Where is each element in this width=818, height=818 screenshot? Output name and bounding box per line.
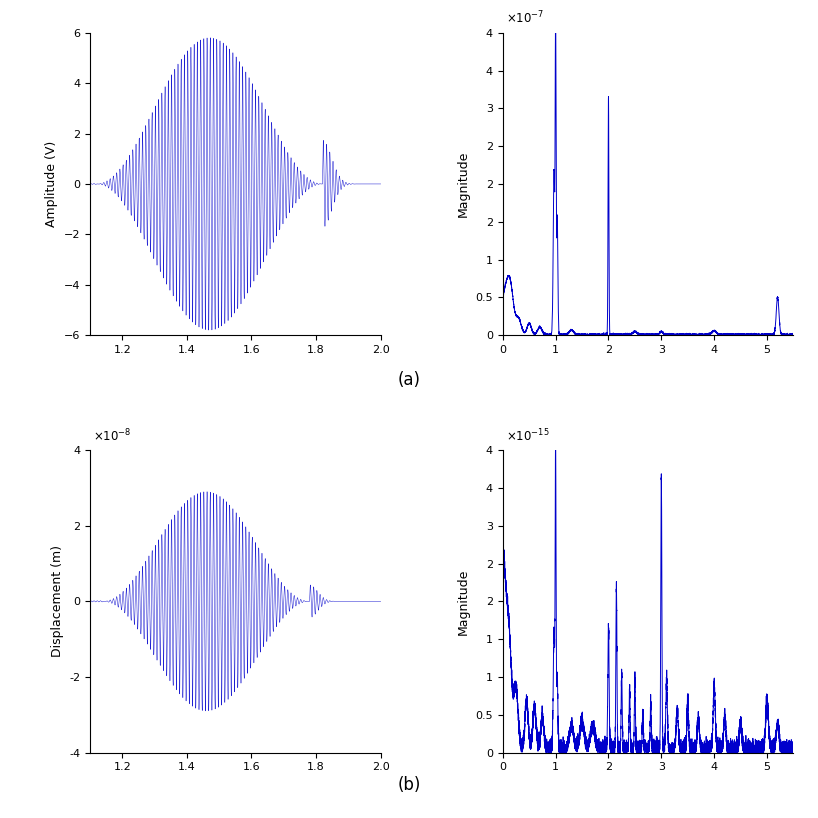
Text: (b): (b) — [398, 776, 420, 794]
Y-axis label: Displacement (m): Displacement (m) — [51, 546, 64, 658]
Y-axis label: Magnitude: Magnitude — [457, 151, 470, 217]
Text: (a): (a) — [398, 371, 420, 389]
Y-axis label: Magnitude: Magnitude — [457, 569, 470, 635]
Text: $\times 10^{-15}$: $\times 10^{-15}$ — [506, 428, 549, 444]
Y-axis label: Amplitude (V): Amplitude (V) — [45, 141, 58, 227]
Text: $\times 10^{-7}$: $\times 10^{-7}$ — [506, 10, 544, 27]
Text: $\times 10^{-8}$: $\times 10^{-8}$ — [93, 428, 132, 444]
